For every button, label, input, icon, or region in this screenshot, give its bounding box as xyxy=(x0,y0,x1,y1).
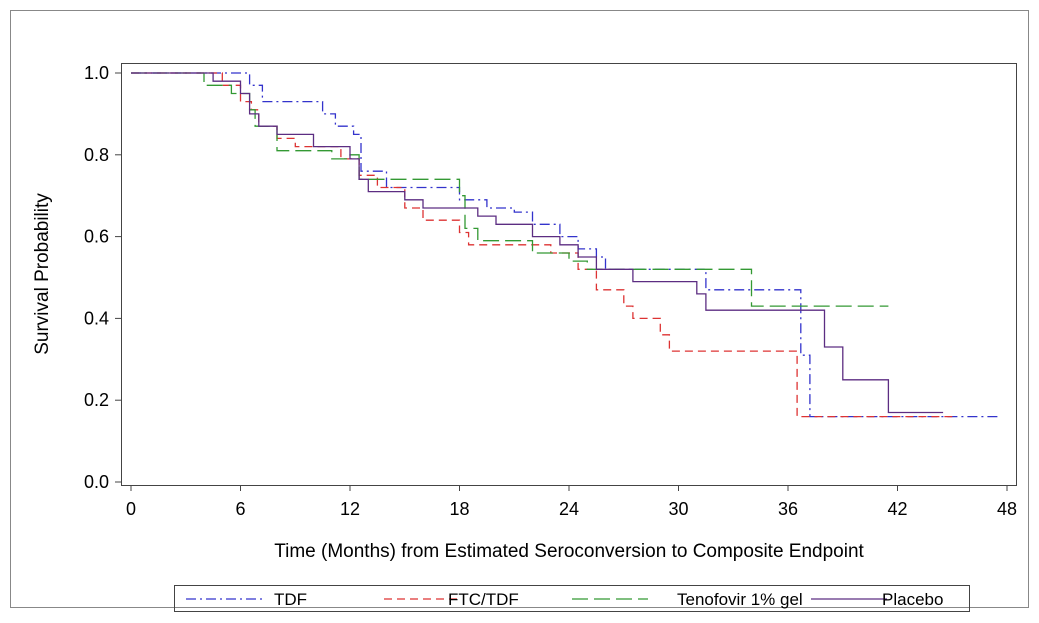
series-line-3 xyxy=(131,72,944,414)
x-tick-label: 48 xyxy=(997,499,1017,519)
legend: TDF FTC/TDF Tenofovir 1% gel Placebo xyxy=(174,585,970,612)
series-line-1 xyxy=(131,72,953,418)
outer-border xyxy=(10,10,1029,608)
x-tick-label: 24 xyxy=(559,499,579,519)
legend-label-0: TDF xyxy=(274,590,307,609)
x-tick-label: 36 xyxy=(778,499,798,519)
series-line-2 xyxy=(131,72,889,307)
legend-label-1: FTC/TDF xyxy=(448,590,519,609)
x-tick-label: 12 xyxy=(340,499,360,519)
x-tick-label: 18 xyxy=(449,499,469,519)
y-tick-label: 0.2 xyxy=(84,390,109,410)
x-tick-label: 30 xyxy=(668,499,688,519)
y-tick-label: 0.4 xyxy=(84,308,109,328)
legend-box xyxy=(174,585,970,612)
y-axis-label: Survival Probability xyxy=(32,193,53,355)
y-tick-label: 0.0 xyxy=(84,472,109,492)
x-tick-label: 0 xyxy=(126,499,136,519)
y-tick-label: 0.8 xyxy=(84,145,109,165)
legend-label-3: Placebo xyxy=(882,590,943,609)
series-lines xyxy=(131,72,998,418)
x-tick-label: 42 xyxy=(887,499,907,519)
legend-label-2: Tenofovir 1% gel xyxy=(677,590,803,609)
x-axis-label: Time (Months) from Estimated Seroconvers… xyxy=(274,541,864,562)
x-axis: 0 6 12 18 24 30 36 42 48 xyxy=(126,485,1017,519)
x-tick-label: 6 xyxy=(235,499,245,519)
y-axis: 0.0 0.2 0.4 0.6 0.8 1.0 xyxy=(84,63,121,492)
y-tick-label: 1.0 xyxy=(84,63,109,83)
y-tick-label: 0.6 xyxy=(84,227,109,247)
